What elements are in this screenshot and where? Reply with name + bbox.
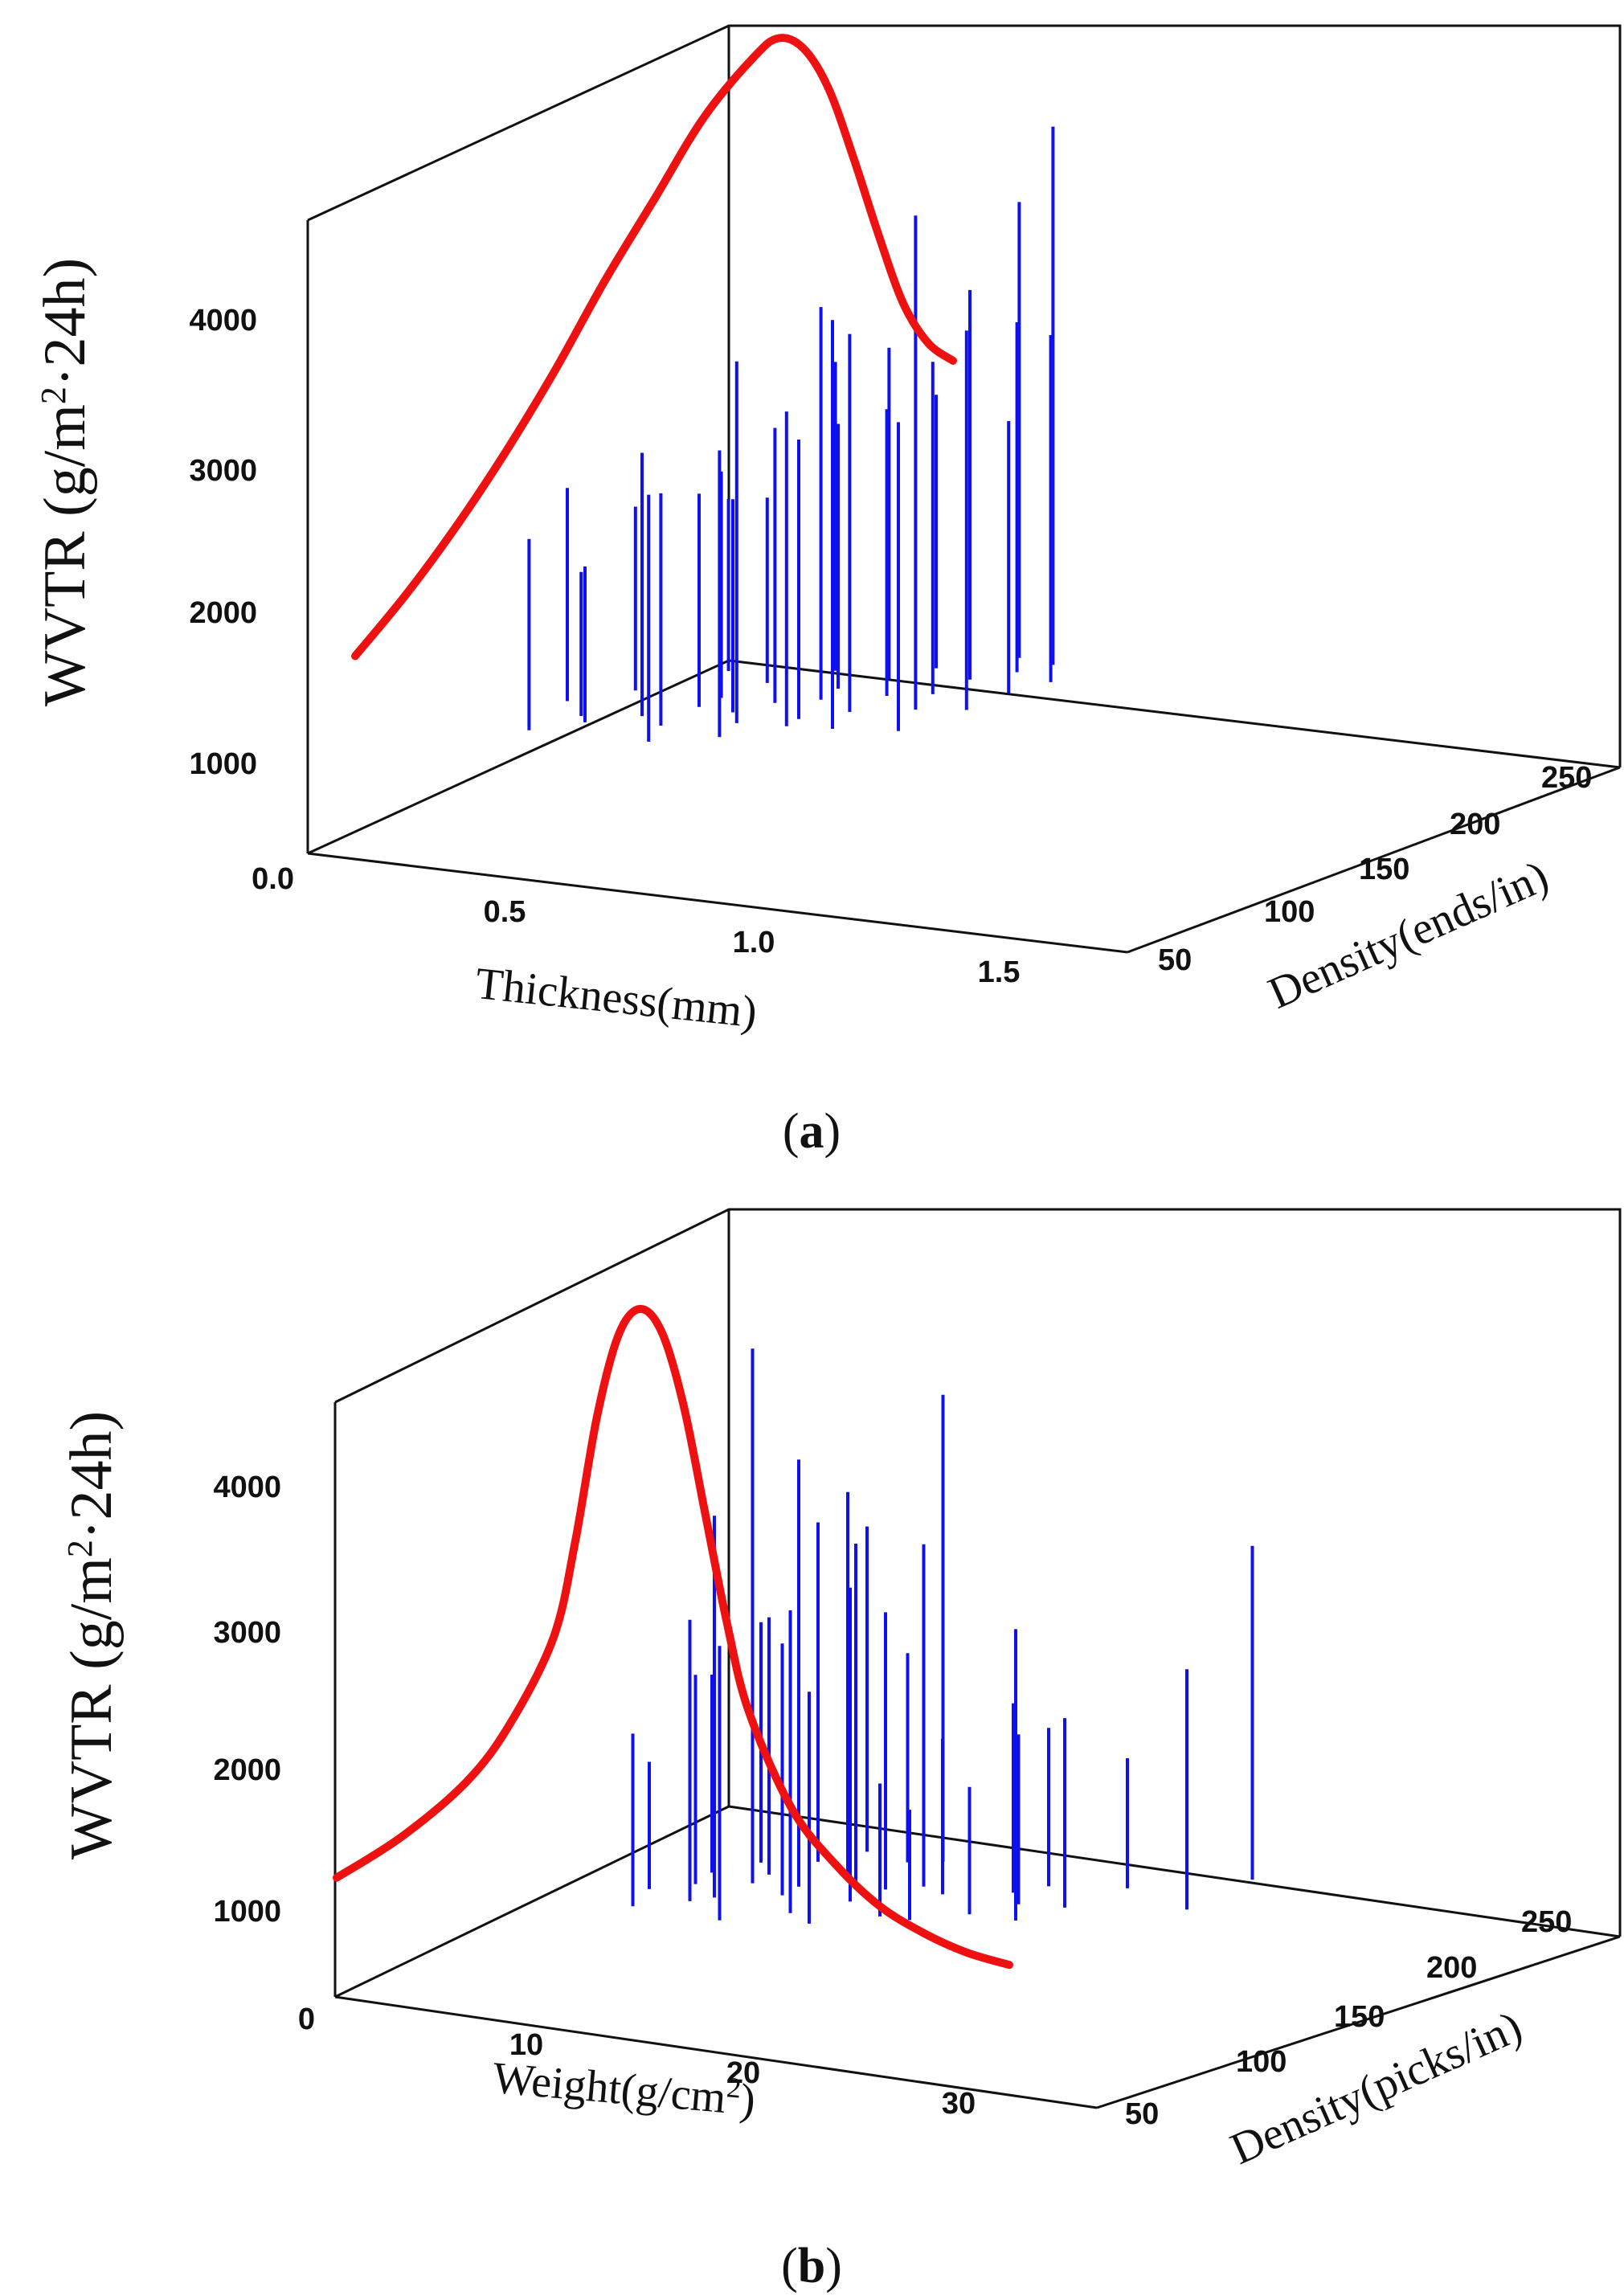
panel-b-floor-right — [1096, 1935, 1621, 2109]
panel-b-y-axis-label: WVTR (g/m2·24h) — [59, 1411, 125, 1859]
panel-a: 0.0 1000 2000 3000 4000 0.5 1.0 1.5 50 1… — [32, 24, 1622, 1159]
panel-b: 0 1000 2000 3000 4000 10 20 30 50 100 15… — [59, 1208, 1622, 2293]
panel-a-label: (a) — [783, 1104, 841, 1159]
panel-b-x-tick: 10 — [509, 2028, 543, 2062]
panel-a-z-tick: 200 — [1450, 808, 1500, 841]
panel-a-z-tick: 250 — [1541, 761, 1592, 795]
panel-a-x-tick: 1.5 — [978, 955, 1021, 989]
panel-b-z-tick: 50 — [1125, 2097, 1159, 2131]
panel-b-y-tick: 3000 — [213, 1616, 281, 1650]
panel-b-z-tick: 200 — [1426, 1951, 1477, 1985]
panel-a-y-axis-label: WVTR (g/m2·24h) — [32, 258, 98, 706]
panel-b-y-tick: 0 — [298, 2002, 315, 2036]
panel-a-stems — [527, 126, 1055, 742]
panel-b-y-tick: 4000 — [213, 1471, 281, 1504]
panel-b-floor-front — [334, 1995, 1098, 2109]
panel-a-z-tick: 50 — [1158, 943, 1192, 977]
panel-a-floor-left — [307, 659, 730, 855]
panel-b-x-axis-label: Weight(g/cm2) — [491, 2051, 758, 2125]
panel-b-y-tick: 1000 — [213, 1895, 281, 1929]
panel-a-y-tick: 1000 — [189, 747, 257, 781]
panel-b-fit-curve — [333, 1304, 1013, 1970]
panel-b-z-tick: 250 — [1521, 1905, 1572, 1939]
panel-b-floor-left — [334, 1805, 730, 1998]
panel-b-x-tick: 20 — [726, 2056, 760, 2090]
panel-b-label: (b) — [781, 2239, 842, 2293]
panel-b-z-tick: 150 — [1334, 2000, 1385, 2034]
panel-a-x-axis-label: Thickness(mm) — [473, 959, 759, 1037]
panel-a-floor-back — [728, 659, 1621, 769]
panel-b-z-tick: 100 — [1236, 2045, 1287, 2079]
panel-b-back-box — [334, 1208, 1622, 1937]
panel-a-z-tick: 100 — [1264, 895, 1315, 929]
panel-a-floor-right — [1127, 766, 1621, 954]
panel-a-x-tick: 1.0 — [733, 926, 775, 959]
panel-a-z-tick: 150 — [1359, 853, 1409, 886]
panel-b-x-tick: 30 — [942, 2087, 976, 2121]
panel-a-back-box — [307, 24, 1622, 767]
panel-b-y-tick: 2000 — [213, 1753, 281, 1787]
panel-a-floor-front — [307, 852, 1128, 954]
panel-a-y-tick: 3000 — [189, 454, 257, 488]
panel-a-fit-curve — [351, 34, 957, 661]
panel-a-y-tick: 0.0 — [252, 862, 294, 896]
panel-b-floor-back — [728, 1805, 1621, 1938]
panel-a-y-tick: 2000 — [189, 596, 257, 630]
panel-a-x-tick: 0.5 — [484, 895, 526, 929]
panel-a-y-tick: 4000 — [189, 304, 257, 338]
